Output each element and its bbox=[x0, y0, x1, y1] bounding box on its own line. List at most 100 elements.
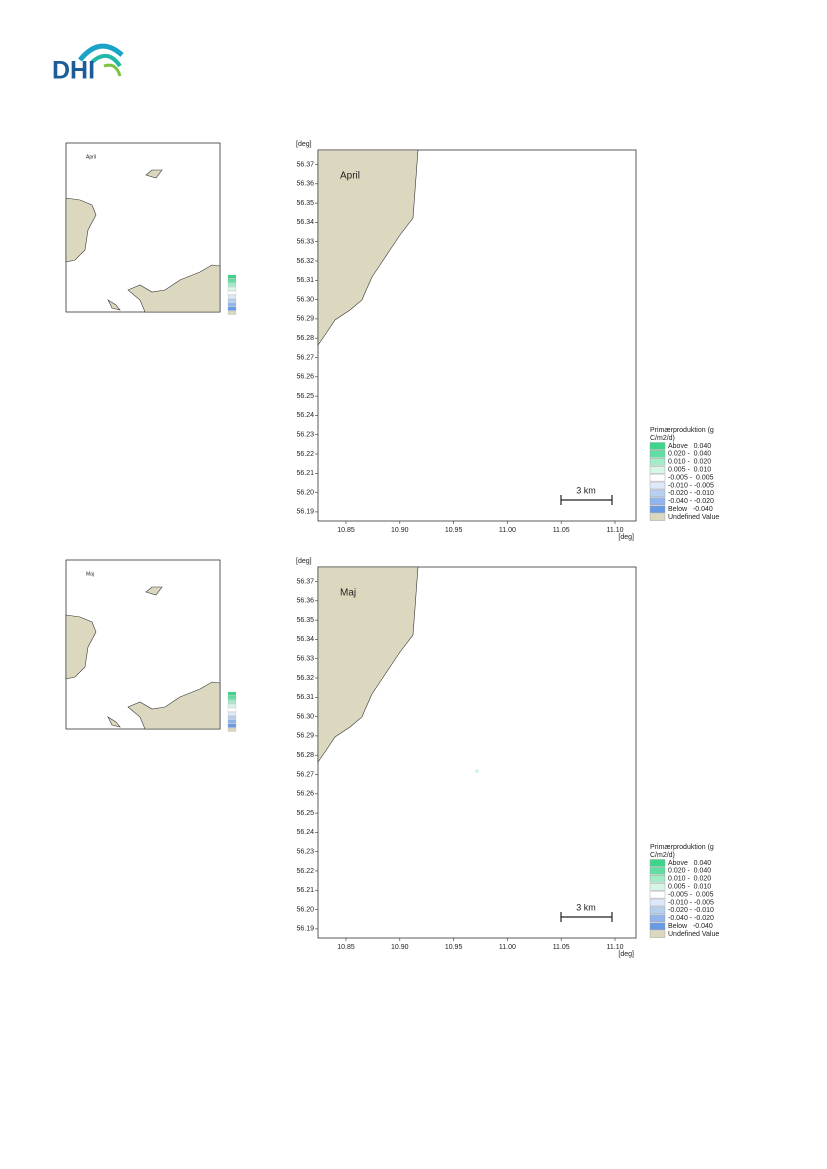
y-tick-label: 56.32 bbox=[296, 258, 314, 265]
overview-legend-swatch bbox=[227, 306, 237, 311]
legend-swatch bbox=[649, 489, 666, 498]
legend-label: 0.020 - 0.040 bbox=[668, 451, 711, 458]
land bbox=[317, 149, 419, 346]
overview-legend-swatch bbox=[227, 727, 237, 732]
overview-legend-swatch bbox=[227, 286, 237, 291]
x-tick-label: 10.85 bbox=[337, 944, 355, 951]
overview-legend-swatch bbox=[227, 715, 237, 720]
overview-legend-swatch bbox=[227, 699, 237, 704]
legend-swatch bbox=[649, 914, 666, 922]
legend-swatch bbox=[649, 442, 666, 450]
panel-label: Maj bbox=[340, 588, 356, 599]
y-tick-label: 56.23 bbox=[296, 432, 314, 439]
legend-swatch bbox=[649, 466, 666, 474]
overview-legend-swatch bbox=[227, 719, 237, 724]
overview-legend-swatch bbox=[227, 310, 237, 315]
logo-arc bbox=[78, 43, 124, 62]
legend-label: 0.010 - 0.020 bbox=[668, 876, 711, 883]
y-tick-label: 56.26 bbox=[296, 791, 314, 798]
overview-land bbox=[107, 716, 121, 728]
legend-title-line: Primærproduktion (g bbox=[650, 844, 714, 851]
legend-title: Primærproduktion (g C/m2/d) bbox=[650, 844, 714, 859]
legend-label: 0.005 - 0.010 bbox=[668, 884, 711, 891]
overview-legend-swatch bbox=[227, 691, 237, 696]
logo-arc bbox=[90, 54, 122, 68]
overview-legend-swatch bbox=[227, 282, 237, 287]
legend-label: Above 0.040 bbox=[668, 443, 711, 450]
y-tick-label: 56.36 bbox=[296, 598, 314, 605]
y-tick-label: 56.34 bbox=[296, 636, 314, 643]
legend-swatch bbox=[649, 505, 666, 513]
y-tick-label: 56.25 bbox=[296, 393, 314, 400]
y-tick-label: 56.26 bbox=[296, 374, 314, 381]
y-unit: [deg] bbox=[296, 141, 312, 148]
legend-label: 0.020 - 0.040 bbox=[668, 868, 711, 875]
legend-swatch bbox=[649, 450, 666, 458]
legend-swatch bbox=[649, 875, 666, 883]
y-tick-label: 56.21 bbox=[296, 887, 314, 894]
y-tick-label: 56.36 bbox=[296, 181, 314, 188]
y-tick-label: 56.35 bbox=[296, 617, 314, 624]
x-tick-label: 11.00 bbox=[499, 944, 516, 951]
overview-legend-swatch bbox=[227, 695, 237, 700]
y-unit: [deg] bbox=[296, 558, 312, 565]
legend-swatch bbox=[649, 473, 666, 482]
overview-map: Maj bbox=[65, 559, 237, 732]
legend-label: Above 0.040 bbox=[668, 860, 711, 867]
y-tick-label: 56.23 bbox=[296, 849, 314, 856]
x-tick-label: 10.90 bbox=[391, 944, 409, 951]
logo-text: DHI bbox=[52, 57, 95, 85]
y-tick-label: 56.24 bbox=[296, 412, 314, 419]
land bbox=[317, 566, 419, 763]
y-tick-label: 56.22 bbox=[296, 451, 314, 458]
legend-label: -0.040 - -0.020 bbox=[668, 498, 714, 505]
y-tick-label: 56.21 bbox=[296, 470, 314, 477]
map-panel: April April [deg] 56.37 56.36 56.35 56.34 56.33… bbox=[65, 141, 719, 541]
x-tick-label: 11.05 bbox=[553, 944, 570, 951]
overview-land bbox=[127, 264, 221, 313]
legend-label: -0.010 - -0.005 bbox=[668, 482, 714, 489]
legend-label: -0.020 - -0.010 bbox=[668, 490, 714, 497]
scale-bar-label: 3 km bbox=[576, 902, 596, 912]
y-tick-label: 56.37 bbox=[296, 161, 314, 168]
legend-label: -0.010 - -0.005 bbox=[668, 899, 714, 906]
legend-title: Primærproduktion (g C/m2/d) bbox=[650, 427, 714, 442]
legend-title-line: C/m2/d) bbox=[650, 435, 675, 442]
overview-legend-swatch bbox=[227, 274, 237, 279]
legend-swatch bbox=[649, 859, 666, 867]
y-tick-label: 56.33 bbox=[296, 239, 314, 246]
y-tick-label: 56.31 bbox=[296, 277, 314, 284]
y-tick-label: 56.20 bbox=[296, 489, 314, 496]
legend-swatch bbox=[649, 922, 666, 930]
legend-swatch bbox=[649, 930, 666, 938]
scale-bar-label: 3 km bbox=[576, 485, 596, 495]
logo-arc bbox=[103, 63, 122, 77]
overview-legend-swatch bbox=[227, 298, 237, 303]
map-panel: Maj Maj [deg] 56.37 56.36 56.35 56.34 56.33 56.3… bbox=[65, 558, 719, 958]
y-tick-label: 56.22 bbox=[296, 868, 314, 875]
legend-swatch bbox=[649, 890, 666, 899]
y-tick-label: 56.24 bbox=[296, 829, 314, 836]
legend-label: Undefined Value bbox=[668, 931, 719, 938]
y-tick-label: 56.28 bbox=[296, 752, 314, 759]
legend-swatch bbox=[649, 481, 666, 490]
overview-label: April bbox=[86, 154, 96, 160]
legend-swatch bbox=[649, 458, 666, 466]
overview-land bbox=[145, 586, 163, 596]
x-unit: [deg] bbox=[618, 534, 634, 541]
legend-swatch bbox=[649, 898, 666, 907]
logo: DHI bbox=[52, 43, 124, 85]
y-tick-label: 56.32 bbox=[296, 675, 314, 682]
overview-legend-swatch bbox=[227, 723, 237, 728]
x-tick-label: 11.00 bbox=[499, 527, 516, 534]
y-tick-label: 56.30 bbox=[296, 296, 314, 303]
y-tick-label: 56.29 bbox=[296, 316, 314, 323]
x-tick-label: 11.10 bbox=[607, 944, 624, 951]
overview-legend-swatch bbox=[227, 290, 237, 295]
data-speck bbox=[475, 769, 479, 773]
legend-label: -0.005 - 0.005 bbox=[668, 891, 714, 898]
legend-title-line: Primærproduktion (g bbox=[650, 427, 714, 434]
y-tick-label: 56.35 bbox=[296, 200, 314, 207]
y-tick-label: 56.29 bbox=[296, 733, 314, 740]
legend-label: Below -0.040 bbox=[668, 506, 713, 513]
